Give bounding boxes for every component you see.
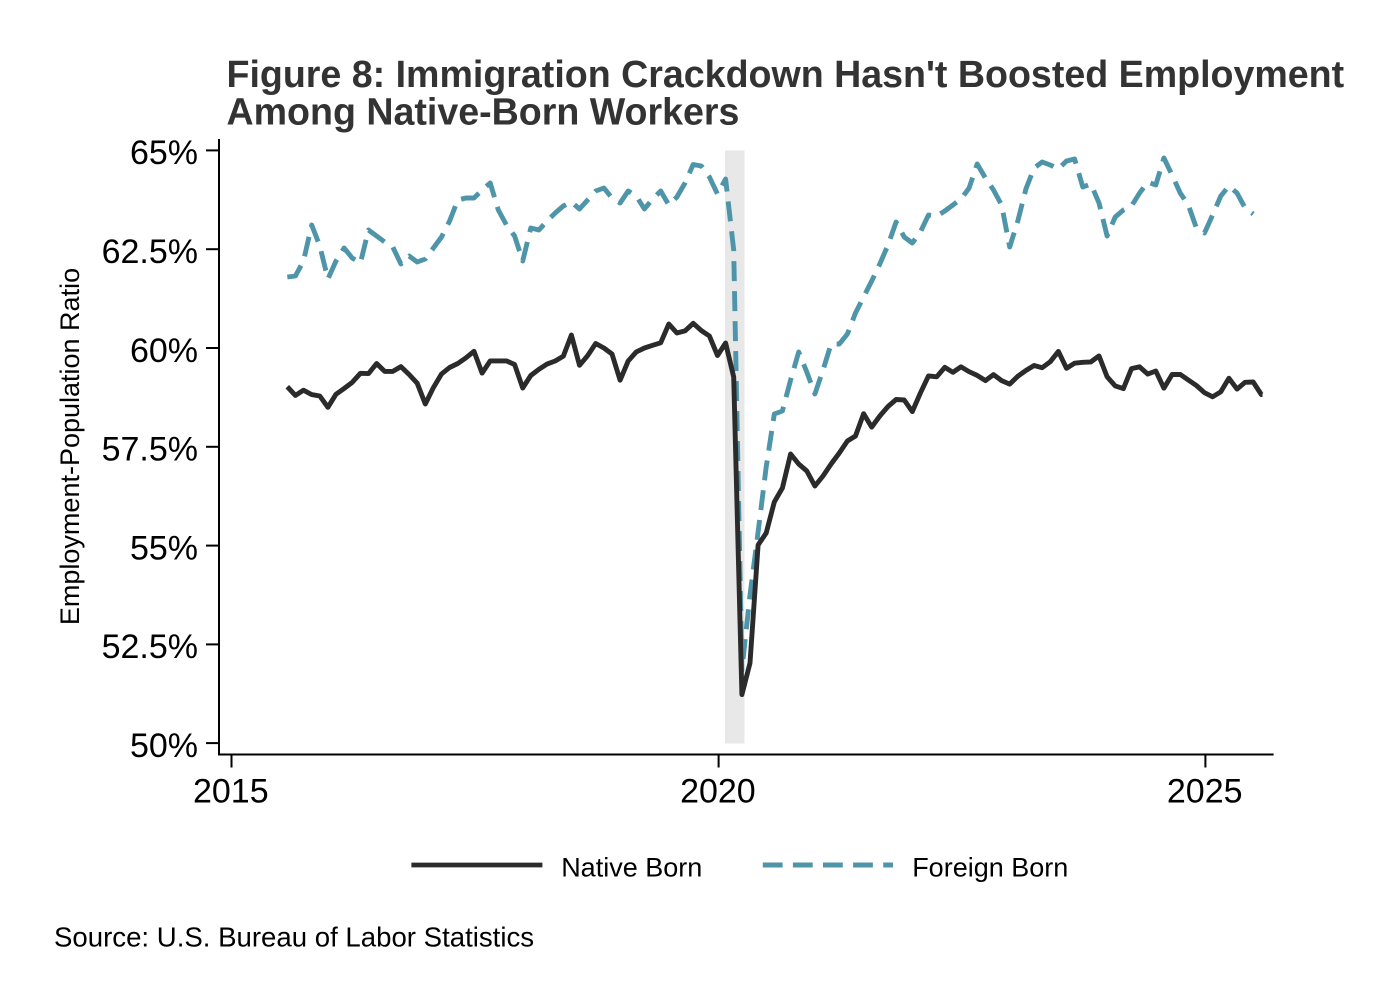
svg-text:Foreign Born: Foreign Born xyxy=(912,853,1068,883)
svg-text:57.5%: 57.5% xyxy=(102,431,198,469)
svg-text:Employment-Population Ratio: Employment-Population Ratio xyxy=(55,268,85,625)
svg-text:60%: 60% xyxy=(130,332,198,370)
svg-text:Figure 8: Immigration Crackdow: Figure 8: Immigration Crackdown Hasn't B… xyxy=(227,53,1345,95)
svg-text:Source: U.S. Bureau of Labor S: Source: U.S. Bureau of Labor Statistics xyxy=(54,922,534,953)
svg-text:50%: 50% xyxy=(130,727,198,765)
svg-text:65%: 65% xyxy=(130,134,198,172)
svg-text:Native Born: Native Born xyxy=(561,853,702,883)
svg-text:2020: 2020 xyxy=(680,773,756,811)
svg-text:62.5%: 62.5% xyxy=(102,233,198,271)
svg-text:2015: 2015 xyxy=(193,773,269,811)
svg-text:Among Native-Born Workers: Among Native-Born Workers xyxy=(227,90,740,132)
svg-text:2025: 2025 xyxy=(1167,773,1243,811)
svg-text:52.5%: 52.5% xyxy=(102,628,198,666)
svg-text:55%: 55% xyxy=(130,529,198,567)
